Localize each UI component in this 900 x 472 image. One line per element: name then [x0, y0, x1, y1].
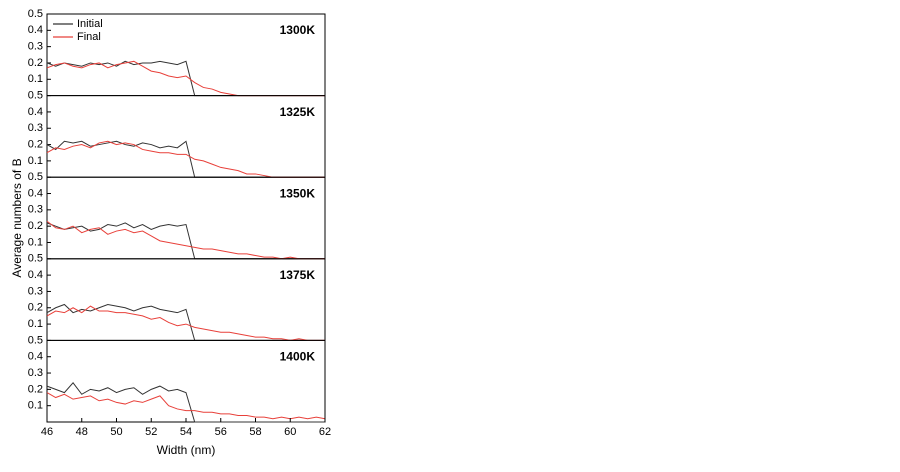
x-tick-label: 56 [215, 426, 227, 438]
y-tick-label: 0.3 [28, 285, 43, 297]
y-tick-label: 0.4 [28, 106, 43, 118]
series-line [46, 140, 325, 178]
x-tick-label: 52 [145, 426, 157, 438]
x-tick-label: 48 [76, 426, 88, 438]
annotation: 1325K [280, 105, 316, 119]
series-line [46, 392, 326, 420]
y-tick-label: 0.2 [28, 57, 43, 69]
x-tick-label: 46 [41, 426, 53, 438]
y-tick-label: 0.2 [28, 138, 43, 150]
series-line [46, 220, 325, 260]
x-tick-label: 54 [180, 426, 192, 438]
y-tick-label: 0.5 [28, 253, 43, 265]
annotation: 1375K [280, 268, 316, 282]
x-tick-label: 60 [284, 426, 296, 438]
x-axis-label: Width (nm) [157, 443, 216, 457]
annotation: 1300K [280, 23, 316, 37]
y-tick-label: 0.5 [28, 171, 43, 183]
annotation: 1350K [280, 186, 316, 200]
x-tick-label: 50 [110, 426, 122, 438]
x-tick-label: 62 [319, 426, 331, 438]
y-tick-label: 0.2 [28, 383, 43, 395]
series-line [46, 222, 325, 260]
annotation: 1400K [280, 350, 316, 364]
y-tick-label: 0.4 [28, 269, 43, 281]
y-tick-label: 0.2 [28, 220, 43, 232]
y-tick-label: 0.1 [28, 318, 43, 330]
y-tick-label: 0.3 [28, 122, 43, 134]
series-line [46, 303, 325, 341]
y-tick-label: 0.5 [28, 90, 43, 102]
y-tick-label: 0.3 [28, 41, 43, 53]
y-tick-label: 0.4 [28, 187, 43, 199]
y-tick-label: 0.5 [28, 334, 43, 346]
y-tick-label: 0.1 [28, 155, 43, 167]
y-tick-label: 0.1 [28, 236, 43, 248]
legend-label: Final [77, 31, 101, 43]
legend-label: Initial [77, 18, 103, 30]
y-tick-label: 0.4 [28, 351, 43, 363]
y-tick-label: 0.1 [28, 400, 43, 412]
y-tick-label: 0.5 [28, 8, 43, 20]
y-tick-label: 0.3 [28, 367, 43, 379]
y-tick-label: 0.2 [28, 302, 43, 314]
series-line [46, 382, 325, 423]
y-axis-label: Average numbers of B [10, 158, 24, 277]
series-line [46, 60, 325, 97]
y-tick-label: 0.1 [28, 73, 43, 85]
y-tick-label: 0.3 [28, 204, 43, 216]
y-tick-label: 0.4 [28, 24, 43, 36]
series-line [46, 305, 325, 341]
x-tick-label: 58 [249, 426, 261, 438]
series-line [46, 60, 325, 97]
